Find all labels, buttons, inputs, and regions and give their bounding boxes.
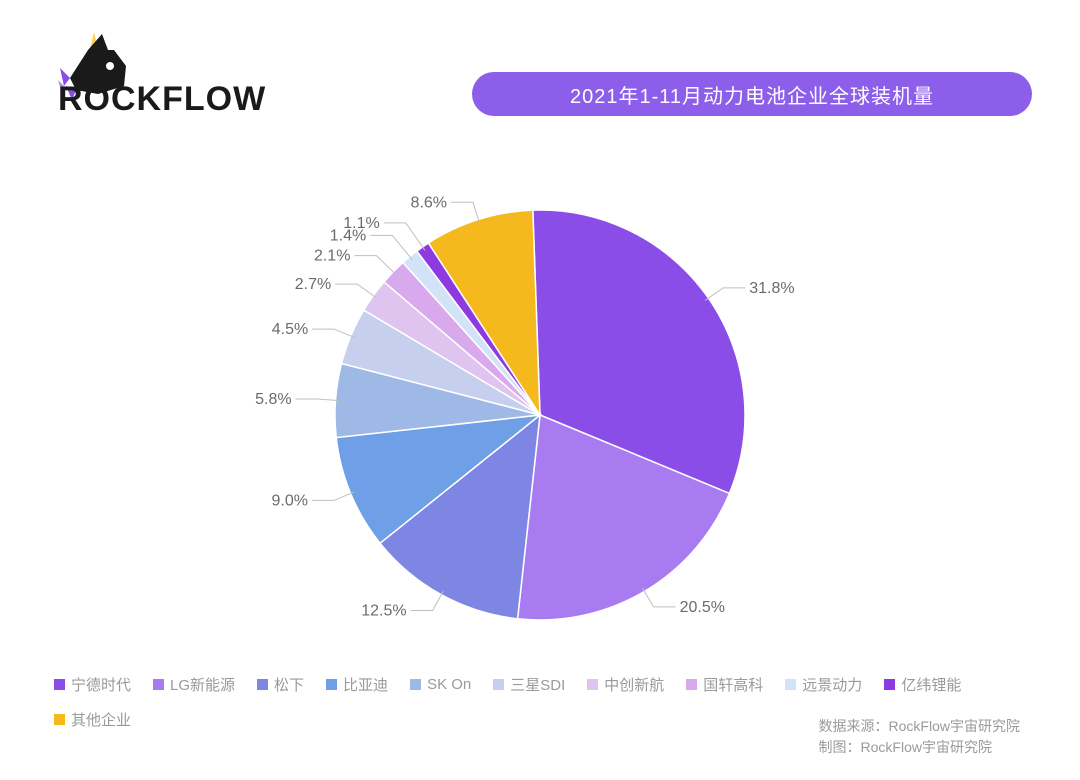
slice-label: 2.1% <box>314 248 350 265</box>
legend-swatch <box>54 714 65 725</box>
chart-title-bar: 2021年1-11月动力电池企业全球装机量 <box>472 72 1032 116</box>
leader-line <box>705 288 745 301</box>
leader-line <box>335 284 376 298</box>
slice-label: 1.1% <box>343 215 379 232</box>
slice-label: 4.5% <box>272 321 308 338</box>
legend-item: LG新能源 <box>153 674 235 695</box>
legend-item: 松下 <box>257 674 304 695</box>
legend-swatch <box>153 679 164 690</box>
legend-item: 其他企业 <box>54 709 131 730</box>
leader-line <box>354 256 396 275</box>
legend-swatch <box>257 679 268 690</box>
legend-swatch <box>587 679 598 690</box>
legend-swatch <box>410 679 421 690</box>
leader-line <box>642 588 675 607</box>
legend-swatch <box>884 679 895 690</box>
legend-swatch <box>785 679 796 690</box>
legend-item: 远景动力 <box>785 674 862 695</box>
legend-swatch <box>686 679 697 690</box>
legend-item: SK On <box>410 676 471 693</box>
legend-item: 三星SDI <box>493 674 565 695</box>
legend-item: 中创新航 <box>587 674 664 695</box>
legend-item: 宁德时代 <box>54 674 131 695</box>
pie-chart: 31.8%20.5%12.5%9.0%5.8%4.5%2.7%2.1%1.4%1… <box>0 170 1080 660</box>
legend-label: 国轩高科 <box>703 674 763 695</box>
legend-item: 国轩高科 <box>686 674 763 695</box>
page: ROCKFLOW 2021年1-11月动力电池企业全球装机量 31.8% 20.5… <box>0 0 1080 780</box>
slice-label: 2.7% <box>295 276 331 293</box>
legend-swatch <box>326 679 337 690</box>
legend-label: 宁德时代 <box>71 674 131 695</box>
legend-swatch <box>493 679 504 690</box>
slice-label: 20.5% <box>680 599 725 616</box>
legend-label: SK On <box>427 676 471 693</box>
leader-line <box>312 492 354 500</box>
chart-title-text: 2021年1-11月动力电池企业全球装机量 <box>570 80 934 109</box>
slice-label: 9.0% <box>272 492 308 509</box>
legend-label: 其他企业 <box>71 709 131 730</box>
leader-line <box>411 591 444 610</box>
credits: 数据来源：RockFlow宇宙研究院 制图：RockFlow宇宙研究院 <box>819 716 1020 758</box>
brand-logo: ROCKFLOW <box>58 28 348 123</box>
rockflow-logo-svg: ROCKFLOW <box>58 28 348 118</box>
slice-label: 5.8% <box>255 391 291 408</box>
leader-line <box>312 329 354 338</box>
brand-text: ROCKFLOW <box>58 80 266 118</box>
legend-label: 三星SDI <box>510 674 565 695</box>
legend-label: 远景动力 <box>802 674 862 695</box>
legend-label: 中创新航 <box>604 674 664 695</box>
legend-item: 比亚迪 <box>326 674 388 695</box>
legend-swatch <box>54 679 65 690</box>
legend-label: LG新能源 <box>170 674 235 695</box>
slice-label: 31.8% <box>749 280 794 297</box>
leader-line <box>384 223 425 250</box>
credits-source: 数据来源：RockFlow宇宙研究院 <box>819 716 1020 737</box>
legend-label: 亿纬锂能 <box>901 674 961 695</box>
slice-label: 8.6% <box>411 194 447 211</box>
legend-label: 松下 <box>274 674 304 695</box>
slice-label: 12.5% <box>361 602 406 619</box>
credits-author: 制图：RockFlow宇宙研究院 <box>819 737 1020 758</box>
legend-item: 亿纬锂能 <box>884 674 961 695</box>
pie-chart-container: 31.8%20.5%12.5%9.0%5.8%4.5%2.7%2.1%1.4%1… <box>0 170 1080 660</box>
leader-line <box>296 399 340 401</box>
legend-label: 比亚迪 <box>343 674 388 695</box>
